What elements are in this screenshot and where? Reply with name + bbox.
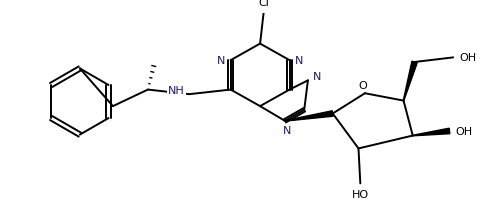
- Polygon shape: [285, 111, 333, 121]
- Polygon shape: [403, 62, 417, 101]
- Text: N: N: [295, 56, 303, 66]
- Text: OH: OH: [459, 53, 476, 63]
- Text: N: N: [217, 56, 225, 66]
- Text: HO: HO: [352, 189, 369, 199]
- Text: N: N: [313, 71, 321, 81]
- Text: Cl: Cl: [258, 0, 269, 8]
- Text: OH: OH: [456, 126, 473, 136]
- Text: N: N: [283, 125, 291, 135]
- Text: O: O: [359, 81, 367, 91]
- Polygon shape: [413, 129, 450, 136]
- Text: NH: NH: [168, 86, 185, 96]
